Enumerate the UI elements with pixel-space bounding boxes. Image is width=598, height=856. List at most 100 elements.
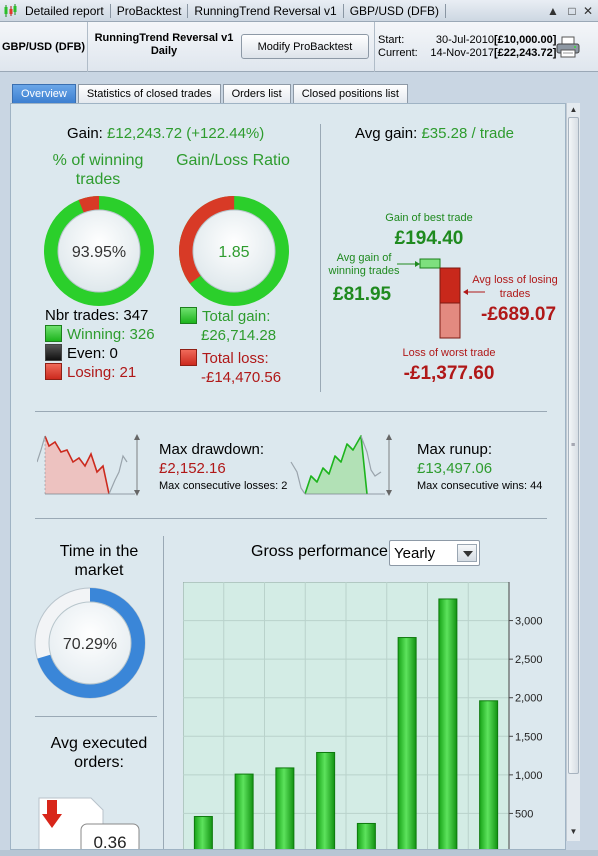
strategy-info: RunningTrend Reversal v1 Daily (88, 32, 240, 58)
vertical-scrollbar[interactable]: ▲ ≡ ▼ (566, 103, 580, 841)
period-select-value: Yearly (394, 545, 436, 562)
gross-performance-label: Gross performance (251, 543, 388, 560)
start-date: 30-Jul-2010 (435, 34, 494, 46)
avg-executed-orders-title: Avg executed orders: (50, 735, 148, 771)
scroll-grip-icon: ≡ (571, 442, 576, 449)
total-gain-swatch (180, 307, 197, 324)
printer-icon[interactable] (556, 36, 580, 58)
winning-pct-text: 93.95% (72, 244, 126, 261)
candlestick-icon (4, 3, 17, 17)
worst-loss-bar (439, 302, 461, 339)
gross-performance-chart: 500 1,000 1,500 2,000 2,500 3,000 (183, 582, 543, 849)
y-tick-label: 1,000 (515, 770, 543, 782)
losing-count: Losing: 21 (67, 364, 137, 381)
performance-bar (438, 598, 458, 849)
scroll-up-arrow-icon[interactable]: ▲ (569, 105, 578, 114)
current-label: Current: (378, 47, 418, 59)
title-segment-report: Detailed report (19, 3, 111, 18)
horizontal-divider-3 (35, 716, 157, 717)
restore-icon[interactable]: □ (568, 4, 576, 18)
ratio-text: 1.85 (218, 244, 249, 261)
performance-bar (275, 767, 295, 849)
start-amount: [£10,000.00] (494, 34, 557, 46)
gain-summary: Gain: £12,243.72 (+122.44%) (67, 125, 264, 142)
current-amount: [£22,243.72] (494, 47, 557, 59)
tab-orders-list[interactable]: Orders list (222, 84, 291, 103)
window-title-bar: Detailed report ProBacktest RunningTrend… (0, 0, 598, 22)
chevron-down-icon[interactable] (457, 544, 477, 562)
y-tick-label: 2,500 (515, 654, 543, 666)
winning-count: Winning: 326 (67, 326, 155, 343)
best-trade-label: Gain of best trade (385, 212, 473, 224)
avg-gain-value: £35.28 / trade (421, 125, 515, 142)
performance-bar (479, 700, 499, 849)
y-tick-label: 500 (515, 808, 533, 820)
vertical-divider-2 (163, 536, 164, 849)
gain-loss-ratio-title: Gain/Loss Ratio (176, 152, 290, 169)
tab-overview[interactable]: Overview (12, 84, 76, 103)
even-swatch (45, 344, 62, 361)
date-range-info: Start: 30-Jul-2010 [£10,000.00] Current:… (374, 22, 557, 72)
avg-gain-label: Avg gain: (355, 125, 418, 142)
in-market-arc (35, 588, 145, 698)
performance-bar (193, 816, 213, 849)
max-consecutive-wins: Max consecutive wins: 44 (417, 480, 543, 492)
total-gain-label: Total gain: (202, 308, 271, 325)
bottom-edge (0, 850, 598, 856)
avg-gain-loss-bars (397, 258, 485, 339)
max-consecutive-losses: Max consecutive losses: 2 (159, 480, 288, 492)
total-loss-label: Total loss: (202, 350, 269, 367)
strategy-timeframe: Daily (150, 45, 178, 57)
avg-loss-bar (439, 267, 461, 304)
best-trade-value: £194.40 (394, 228, 464, 249)
close-icon[interactable]: ✕ (582, 4, 594, 18)
y-tick-label: 1,500 (515, 731, 543, 743)
worst-trade-value: -£1,377.60 (403, 363, 495, 384)
gain-value: £12,243.72 (+122.44%) (107, 125, 265, 142)
winning-donut-chart: 93.95% (44, 196, 154, 306)
winning-trades-title: % of winning trades (52, 152, 144, 188)
gain-loss-legend: Total gain: £26,714.28 Total loss: -£14,… (180, 307, 281, 387)
avg-losing-label: Avg loss of losing trades (472, 274, 558, 300)
gain-loss-donut-chart: 1.85 (179, 196, 289, 306)
horizontal-divider-1 (35, 411, 547, 412)
vertical-divider (320, 124, 321, 392)
time-in-market-donut: 70.29% (34, 587, 146, 699)
max-drawdown-value: £2,152.16 (159, 460, 226, 477)
title-segment-probacktest: ProBacktest (111, 3, 189, 18)
runup-illustration (290, 434, 392, 496)
y-tick-label: 2,000 (515, 693, 543, 705)
avg-losing-value: -£689.07 (481, 304, 557, 325)
executed-orders-icon: 0.36 (38, 797, 140, 849)
collapse-icon[interactable]: ▲ (547, 4, 559, 18)
losing-swatch (45, 363, 62, 380)
performance-bar (397, 637, 417, 849)
time-in-market-text: 70.29% (63, 636, 117, 653)
start-label: Start: (378, 34, 405, 46)
gain-label: Gain: (67, 125, 103, 142)
avg-winning-value: £81.95 (333, 284, 392, 305)
scroll-thumb[interactable]: ≡ (568, 117, 579, 774)
tab-closed-positions-list[interactable]: Closed positions list (292, 84, 408, 103)
avg-gain-bar (419, 258, 441, 269)
max-runup-label: Max runup: (417, 441, 493, 458)
trades-legend: Nbr trades: 347 Winning: 326 Even: 0 Los… (45, 306, 155, 382)
report-tabs: Overview Statistics of closed trades Ord… (12, 84, 410, 103)
report-header: GBP/USD (DFB) RunningTrend Reversal v1 D… (0, 22, 598, 72)
title-segment-instrument: GBP/USD (DFB) (344, 3, 447, 18)
tab-statistics-closed-trades[interactable]: Statistics of closed trades (77, 84, 221, 103)
winning-swatch (45, 325, 62, 342)
total-loss-value: -£14,470.56 (201, 369, 282, 386)
avg-gain-summary: Avg gain: £35.28 / trade (355, 125, 514, 142)
overview-panel: Gain: £12,243.72 (+122.44%) % of winning… (10, 103, 566, 850)
current-date: 14-Nov-2017 (430, 47, 494, 59)
avg-winning-label: Avg gain of winning trades (328, 252, 400, 277)
worst-trade-label: Loss of worst trade (402, 347, 496, 359)
strategy-name: RunningTrend Reversal v1 (94, 32, 234, 44)
period-select[interactable]: Yearly (389, 540, 480, 566)
modify-probacktest-button[interactable]: Modify ProBacktest (241, 34, 369, 59)
scroll-down-arrow-icon[interactable]: ▼ (569, 827, 578, 836)
horizontal-divider-2 (35, 518, 547, 519)
total-gain-value: £26,714.28 (201, 327, 277, 344)
max-runup-value: £13,497.06 (417, 460, 493, 477)
